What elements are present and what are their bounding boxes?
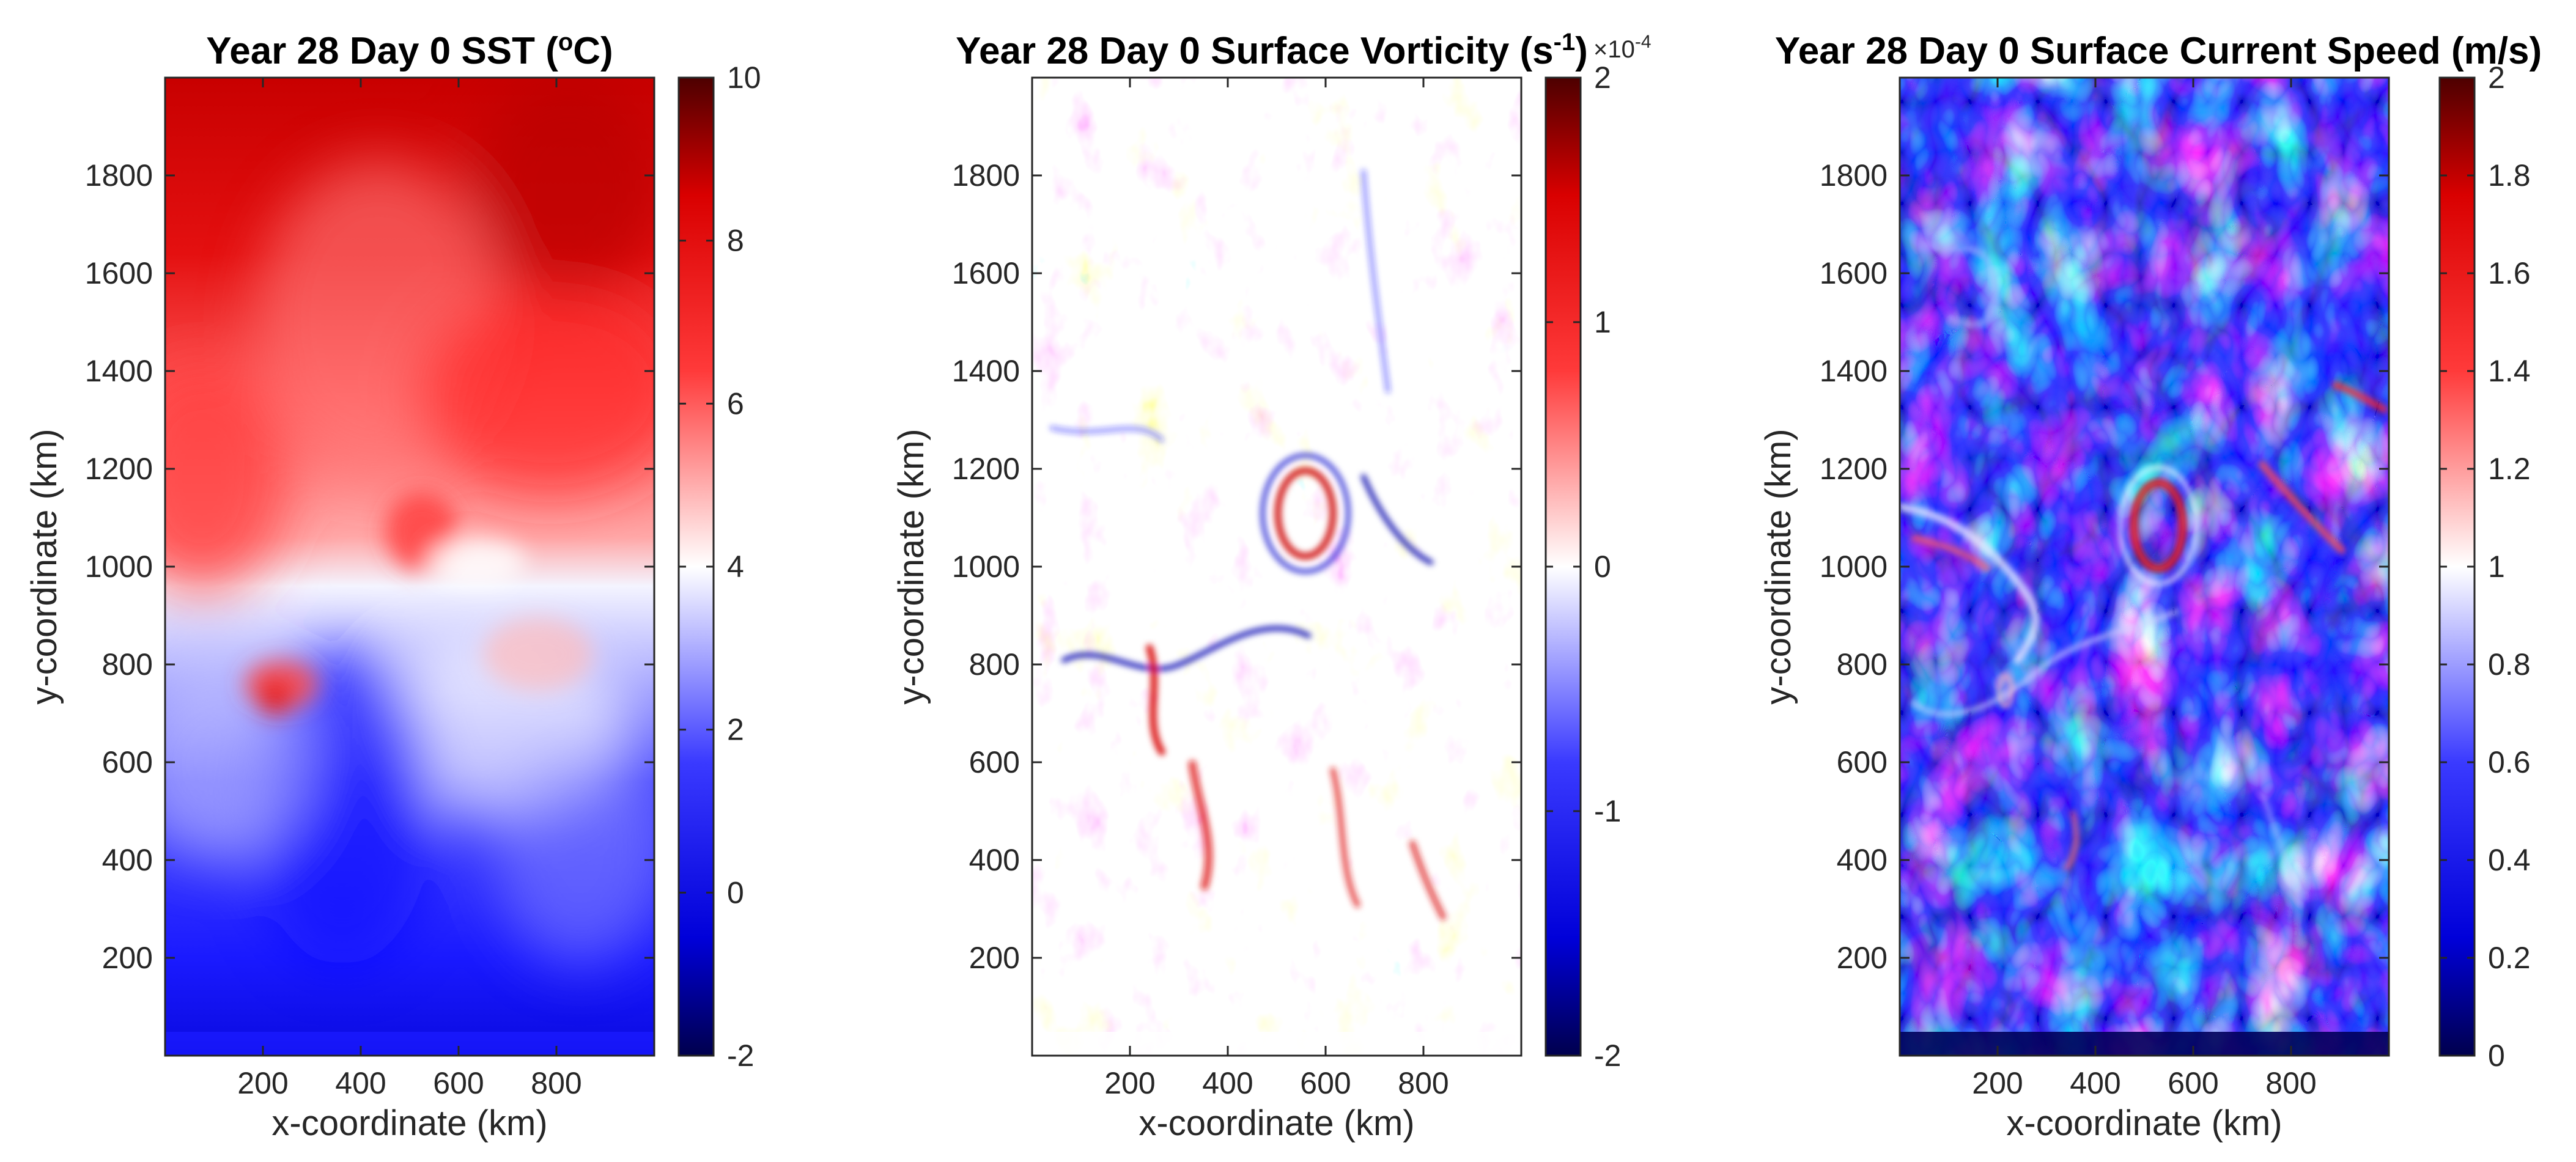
- y-tick-label: 1800: [85, 158, 153, 193]
- y-tick-label: 800: [1837, 647, 1888, 682]
- speed-title: Year 28 Day 0 Surface Current Speed (m/s…: [1775, 30, 2542, 72]
- colorbar-tick-label: 0: [1594, 550, 1611, 584]
- x-tick-label: 400: [2070, 1066, 2120, 1100]
- colorbar-tick-label: 1: [2488, 550, 2505, 584]
- x-tick-label: 600: [433, 1066, 484, 1100]
- y-tick-label: 1400: [85, 354, 153, 388]
- panel-sst: 200 400 600 800 200 400 600 800 1000 1200 1400 1600…: [24, 29, 761, 1143]
- colorbar-tick-label: 2: [2488, 61, 2505, 95]
- y-tick-label: 1400: [1820, 354, 1888, 388]
- y-tick-label: 1600: [952, 256, 1020, 290]
- panel-speed: 200 400 600 800 200 400 600 800 1000 1200 1400 1600…: [1759, 30, 2542, 1143]
- x-tick-label: 200: [1104, 1066, 1155, 1100]
- y-tick-label: 1000: [1820, 550, 1888, 584]
- colorbar-tick-label: 1: [1594, 305, 1611, 339]
- sst-xlabel: x-coordinate (km): [271, 1103, 547, 1143]
- colorbar-tick-label: 1.6: [2488, 256, 2531, 290]
- colorbar-tick-label: 2: [1594, 61, 1611, 95]
- y-tick-label: 1400: [952, 354, 1020, 388]
- vorticity-ticks: 200 400 600 800 200 400 600 800 1000 1200 1400 1600…: [952, 78, 1521, 1100]
- sst-title-degree: o: [558, 29, 573, 56]
- x-tick-label: 600: [1300, 1066, 1351, 1100]
- y-tick-label: 1200: [1820, 452, 1888, 486]
- y-tick-label: 600: [1837, 745, 1888, 779]
- colorbar-tick-label: 4: [727, 550, 744, 584]
- y-tick-label: 400: [102, 843, 153, 877]
- y-tick-label: 1000: [952, 550, 1020, 584]
- sst-ticks: 200 400 600 800 200 400 600 800 1000 1200 1400 1600…: [85, 78, 654, 1100]
- vorticity-xlabel: x-coordinate (km): [1139, 1103, 1414, 1143]
- y-tick-label: 200: [1837, 941, 1888, 975]
- x-tick-label: 600: [2168, 1066, 2218, 1100]
- y-tick-label: 400: [969, 843, 1020, 877]
- vorticity-colorbar-multiplier: ×10-4: [1593, 32, 1652, 63]
- y-tick-label: 200: [102, 941, 153, 975]
- y-tick-label: 600: [102, 745, 153, 779]
- vorticity-ylabel: y-coordinate (km): [891, 428, 931, 704]
- speed-heatmap: [1900, 78, 2389, 1056]
- speed-ticks: 200 400 600 800 200 400 600 800 1000 1200 1400 1600…: [1820, 78, 2389, 1100]
- y-tick-label: 1800: [952, 158, 1020, 193]
- colorbar-tick-label: 2: [727, 713, 744, 747]
- x-tick-label: 200: [237, 1066, 288, 1100]
- y-tick-label: 800: [969, 647, 1020, 682]
- x-tick-label: 400: [335, 1066, 386, 1100]
- vorticity-colorbar-ticks: -2 -1 0 1 2: [1546, 61, 1621, 1073]
- y-tick-label: 200: [969, 941, 1020, 975]
- y-tick-label: 1600: [1820, 256, 1888, 290]
- vorticity-title-exponent: -1: [1554, 29, 1576, 56]
- panel-vorticity: 200 400 600 800 200 400 600 800 1000 1200 1400 1600…: [891, 29, 1652, 1143]
- sst-colorbar-ticks: -2 0 2 4 6 8 10: [679, 61, 761, 1073]
- colorbar-tick-label: 1.8: [2488, 158, 2531, 193]
- x-tick-label: 800: [1398, 1066, 1449, 1100]
- y-tick-label: 600: [969, 745, 1020, 779]
- colorbar-tick-label: -2: [727, 1039, 754, 1073]
- colorbar-tick-label: -2: [1594, 1039, 1621, 1073]
- colorbar-tick-label: 0.8: [2488, 647, 2531, 682]
- x-tick-label: 800: [531, 1066, 581, 1100]
- speed-ylabel: y-coordinate (km): [1759, 428, 1798, 704]
- vorticity-heatmap: [1032, 78, 1521, 1056]
- y-tick-label: 400: [1837, 843, 1888, 877]
- colorbar-tick-label: 0.4: [2488, 843, 2531, 877]
- colorbar-tick-label: 8: [727, 224, 744, 258]
- y-tick-label: 1200: [952, 452, 1020, 486]
- colorbar-tick-label: 6: [727, 386, 744, 421]
- colorbar-tick-label: 0.2: [2488, 941, 2531, 975]
- speed-colorbar-ticks: 0 0.2 0.4 0.6 0.8 1 1.2 1.4 1.6 1.8 2: [2440, 61, 2531, 1073]
- y-tick-label: 800: [102, 647, 153, 682]
- x-tick-label: 200: [1972, 1066, 2023, 1100]
- colorbar-tick-label: 0: [727, 875, 744, 910]
- y-tick-label: 1200: [85, 452, 153, 486]
- x-tick-label: 400: [1202, 1066, 1253, 1100]
- colorbar-tick-label: 0.6: [2488, 745, 2531, 779]
- y-tick-label: 1000: [85, 550, 153, 584]
- colorbar-tick-label: 1.2: [2488, 452, 2531, 486]
- colorbar-tick-label: -1: [1594, 794, 1621, 828]
- sst-title: Year 28 Day 0 SST (oC): [206, 29, 613, 72]
- colorbar-tick-label: 10: [727, 61, 761, 95]
- colorbar-tick-label: 1.4: [2488, 354, 2531, 388]
- sst-heatmap: [165, 78, 654, 1056]
- y-tick-label: 1600: [85, 256, 153, 290]
- vorticity-title: Year 28 Day 0 Surface Vorticity (s-1): [956, 29, 1588, 72]
- y-tick-label: 1800: [1820, 158, 1888, 193]
- x-tick-label: 800: [2265, 1066, 2316, 1100]
- sst-ylabel: y-coordinate (km): [24, 428, 64, 704]
- colorbar-tick-label: 0: [2488, 1039, 2505, 1073]
- speed-xlabel: x-coordinate (km): [2006, 1103, 2282, 1143]
